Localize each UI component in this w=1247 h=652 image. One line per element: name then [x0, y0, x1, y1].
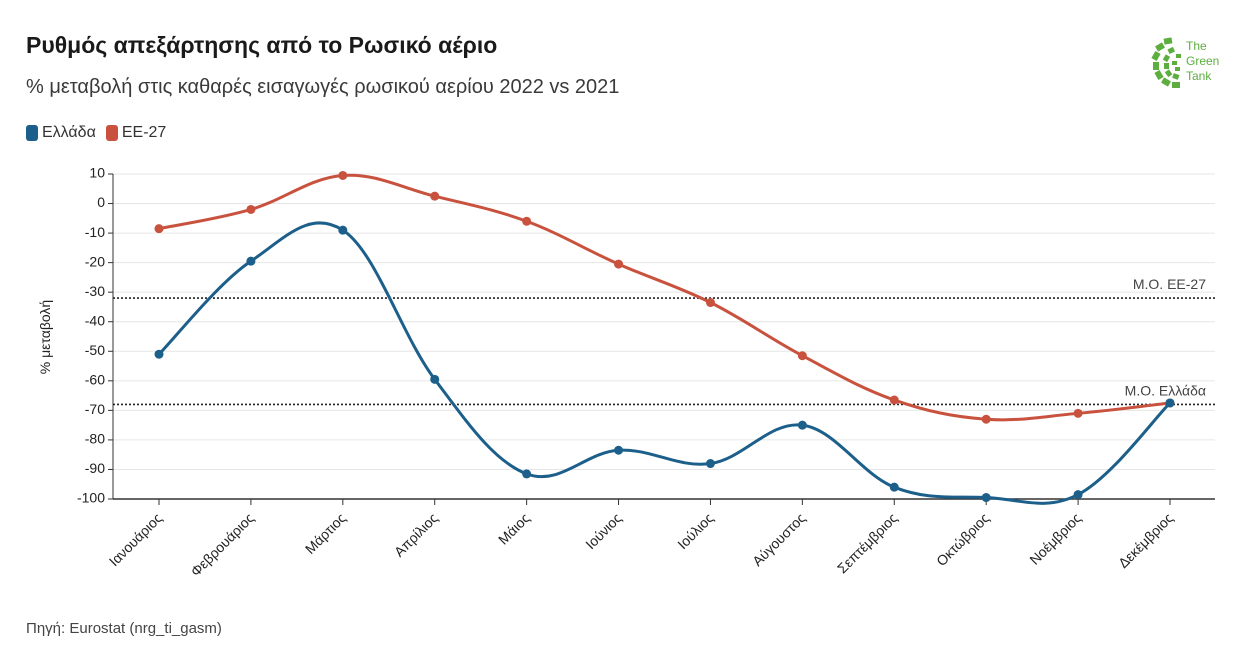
series-line-greece	[157, 221, 1172, 505]
data-point-greece[interactable]	[889, 482, 899, 492]
data-point-eu27[interactable]	[338, 170, 348, 180]
y-tick-label: -100	[77, 490, 105, 506]
series-points	[154, 170, 1175, 503]
data-point-greece[interactable]	[705, 459, 715, 469]
x-tick-label: Σεπτέμβριος	[834, 510, 901, 577]
x-tick-label: Ιούλιος	[674, 510, 717, 553]
y-axis-ticks: 10 0 -10 -20 -30 -40 -50 -60 -70 -80 -90 -100	[77, 165, 114, 506]
grid-lines	[113, 173, 1215, 500]
reference-line-label: Μ.Ο. Ελλάδα	[1125, 382, 1206, 398]
data-point-eu27[interactable]	[614, 259, 624, 269]
green-tank-logo: The Green Tank	[1151, 37, 1219, 88]
data-point-eu27[interactable]	[981, 414, 991, 424]
data-point-greece[interactable]	[154, 349, 164, 359]
reference-line-label: Μ.Ο. ΕΕ-27	[1133, 276, 1206, 292]
logo-text-green: Green	[1186, 54, 1219, 68]
chart-subtitle: % μεταβολή στις καθαρές εισαγωγές ρωσικο…	[26, 76, 620, 98]
y-tick-label: -40	[85, 312, 105, 328]
x-tick-label: Αύγουστος	[749, 510, 809, 570]
x-tick-label: Φεβρουάριος	[187, 510, 257, 580]
y-tick-label: -20	[85, 253, 105, 269]
legend-item-eu27[interactable]: ΕΕ-27	[105, 124, 167, 142]
x-tick-label: Απρίλιος	[391, 510, 441, 560]
data-point-eu27[interactable]	[705, 298, 715, 308]
x-tick-label: Δεκέμβριος	[1115, 510, 1176, 571]
x-tick-label: Νοέμβριος	[1026, 510, 1084, 568]
data-point-eu27[interactable]	[246, 204, 256, 214]
y-axis-label: % μεταβολή	[37, 300, 53, 374]
data-point-greece[interactable]	[1073, 490, 1083, 500]
legend-swatch-eu27	[105, 125, 118, 141]
data-point-eu27[interactable]	[522, 216, 532, 226]
data-point-eu27[interactable]	[430, 191, 440, 201]
logo-text-tank: Tank	[1186, 69, 1212, 83]
x-tick-label: Ιούνιος	[582, 510, 625, 553]
logo-text-the: The	[1186, 39, 1207, 53]
y-tick-label: -10	[85, 224, 105, 240]
chart-title: Ρυθμός απεξάρτησης από το Ρωσικό αέριο	[26, 32, 498, 58]
x-tick-label: Ιανουάριος	[106, 510, 166, 570]
data-point-eu27[interactable]	[797, 351, 807, 361]
series-lines	[157, 173, 1172, 505]
legend-label-greece: Ελλάδα	[42, 124, 96, 141]
x-tick-label: Οκτώβριος	[933, 510, 992, 569]
data-point-eu27[interactable]	[889, 395, 899, 405]
data-point-greece[interactable]	[1165, 398, 1175, 408]
data-point-greece[interactable]	[522, 469, 532, 479]
x-axis-ticks: Ιανουάριος Φεβρουάριος Μάρτιος Απρίλιος Μάιο…	[106, 498, 1215, 580]
y-tick-label: -60	[85, 372, 105, 388]
data-point-greece[interactable]	[981, 493, 991, 503]
data-point-greece[interactable]	[338, 225, 348, 235]
legend-label-eu27: ΕΕ-27	[121, 124, 167, 141]
data-point-eu27[interactable]	[1073, 408, 1083, 418]
y-tick-label: -30	[85, 283, 105, 299]
legend-item-greece[interactable]: Ελλάδα	[26, 124, 96, 142]
y-tick-label: -80	[85, 431, 105, 447]
y-tick-label: -50	[85, 342, 105, 358]
y-tick-label: 10	[89, 165, 105, 181]
data-point-greece[interactable]	[430, 374, 440, 384]
legend: Ελλάδα ΕΕ-27	[26, 124, 166, 142]
data-point-eu27[interactable]	[154, 224, 164, 234]
source-note: Πηγή: Eurostat (nrg_ti_gasm)	[26, 620, 222, 637]
y-tick-label: -90	[85, 460, 105, 476]
data-point-greece[interactable]	[797, 420, 807, 430]
data-point-greece[interactable]	[246, 256, 256, 266]
reference-lines: Μ.Ο. ΕΕ-27 Μ.Ο. Ελλάδα	[113, 276, 1215, 406]
data-point-greece[interactable]	[614, 445, 624, 455]
y-tick-label: 0	[97, 194, 105, 210]
y-tick-label: -70	[85, 401, 105, 417]
x-tick-label: Μάιος	[495, 510, 533, 548]
legend-swatch-greece	[26, 125, 38, 141]
x-tick-label: Μάρτιος	[302, 510, 349, 557]
